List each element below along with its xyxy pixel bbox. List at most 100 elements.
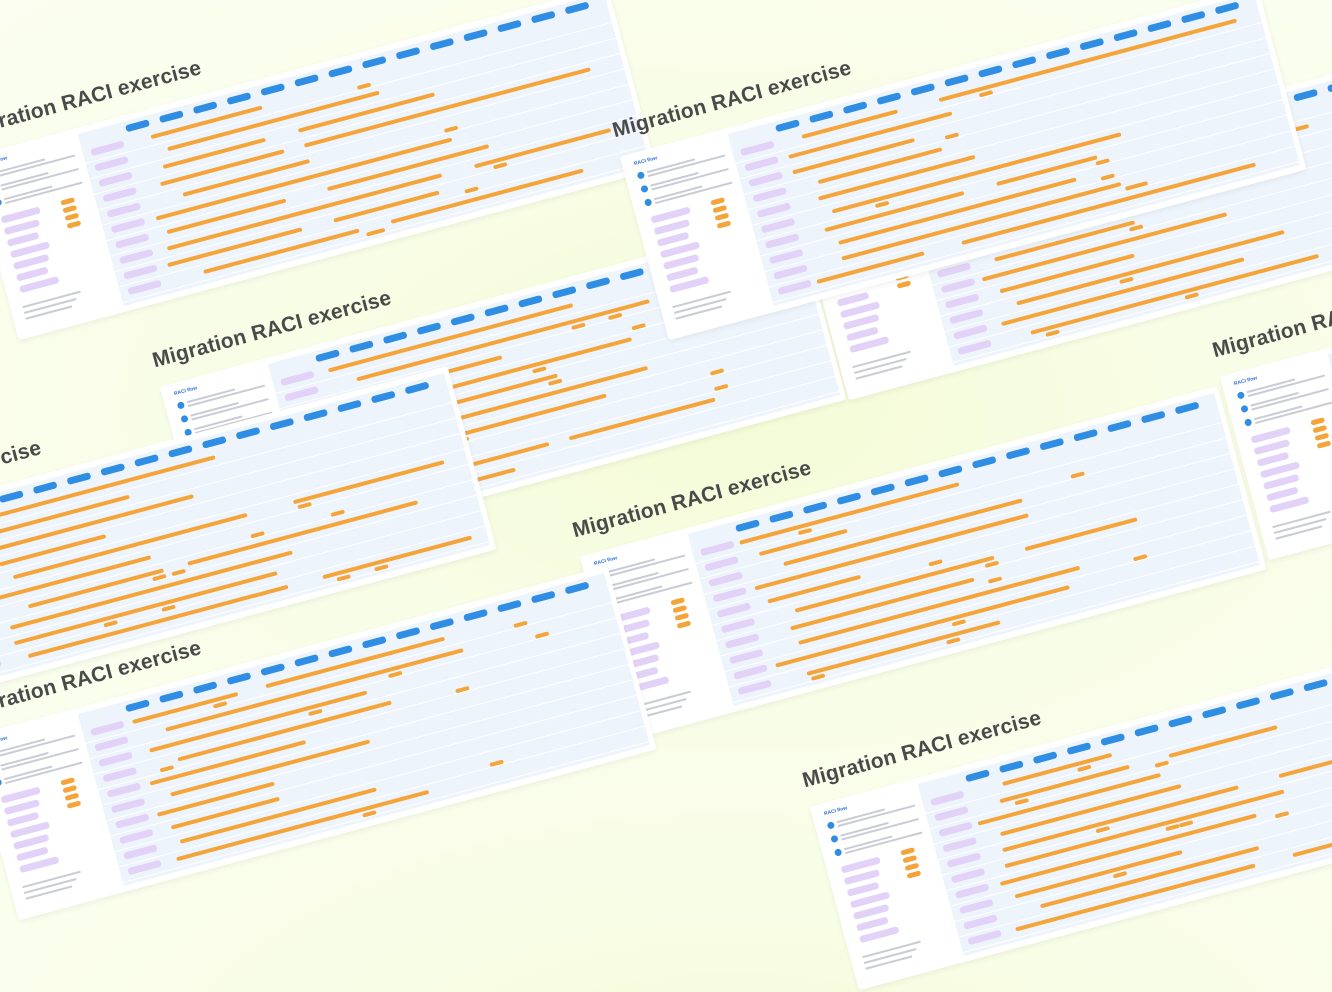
assignment-bar[interactable] (1292, 807, 1332, 858)
assignment-bar[interactable] (568, 397, 716, 441)
column-header[interactable] (1045, 46, 1071, 60)
column-header[interactable] (269, 417, 295, 431)
raci-key-chip[interactable] (62, 784, 78, 794)
raci-key-chip[interactable] (896, 280, 912, 289)
column-header[interactable] (158, 690, 184, 704)
column-header[interactable] (1235, 696, 1261, 710)
assignment-bar[interactable] (1024, 517, 1138, 552)
column-header[interactable] (260, 663, 286, 676)
column-header[interactable] (1032, 751, 1058, 765)
column-header[interactable] (1303, 678, 1329, 692)
assignment-bar[interactable] (775, 585, 1070, 668)
column-header[interactable] (1293, 88, 1319, 102)
column-header[interactable] (294, 73, 320, 87)
raci-key-chip[interactable] (66, 220, 82, 229)
column-header[interactable] (201, 435, 227, 449)
column-header[interactable] (192, 101, 218, 115)
assignment-bar[interactable] (162, 137, 267, 169)
column-header[interactable] (1214, 1, 1240, 15)
column-header[interactable] (876, 92, 902, 106)
column-header[interactable] (1113, 28, 1139, 42)
raci-key-chip[interactable] (900, 847, 916, 856)
assignment-bar[interactable] (1004, 789, 1285, 869)
column-header[interactable] (1073, 428, 1099, 442)
column-header[interactable] (836, 492, 862, 506)
column-header[interactable] (1100, 733, 1126, 746)
assignment-bar[interactable] (12, 512, 248, 580)
column-header[interactable] (192, 681, 218, 695)
column-header[interactable] (619, 267, 645, 281)
column-header[interactable] (1201, 705, 1227, 719)
column-header[interactable] (260, 83, 286, 96)
column-header[interactable] (226, 92, 252, 106)
column-header[interactable] (1326, 79, 1332, 93)
column-header[interactable] (517, 294, 543, 308)
column-header[interactable] (463, 28, 489, 42)
column-header[interactable] (842, 101, 868, 115)
column-header[interactable] (808, 110, 834, 124)
raci-key-chip[interactable] (62, 204, 78, 214)
column-header[interactable] (404, 381, 430, 395)
raci-key-chip[interactable] (714, 212, 730, 222)
column-header[interactable] (1167, 714, 1193, 728)
assignment-bar[interactable] (0, 534, 107, 567)
raci-key-chip[interactable] (670, 597, 686, 606)
raci-key-chip[interactable] (66, 800, 82, 809)
column-header[interactable] (336, 399, 362, 413)
column-header[interactable] (134, 453, 160, 467)
raci-key-chip[interactable] (64, 792, 80, 802)
assignment-bar[interactable] (474, 127, 612, 169)
column-header[interactable] (327, 64, 353, 78)
column-header[interactable] (484, 303, 510, 317)
column-header[interactable] (735, 519, 761, 533)
column-header[interactable] (551, 285, 577, 299)
raci-key-chip[interactable] (904, 862, 920, 872)
assignment-bar[interactable] (132, 691, 239, 725)
column-header[interactable] (1079, 37, 1105, 51)
column-header[interactable] (303, 408, 329, 422)
column-header[interactable] (167, 444, 193, 458)
raci-key-chip[interactable] (710, 197, 726, 206)
raci-key-chip[interactable] (672, 604, 688, 614)
column-header[interactable] (1106, 419, 1132, 433)
column-header[interactable] (100, 463, 126, 476)
column-header[interactable] (971, 455, 997, 469)
column-header[interactable] (66, 472, 92, 486)
raci-key-chip[interactable] (1310, 417, 1326, 426)
raci-key-chip[interactable] (676, 620, 692, 629)
assignment-bar[interactable] (292, 460, 445, 505)
assignment-bar[interactable] (1002, 785, 1239, 853)
column-header[interactable] (998, 760, 1024, 774)
column-header[interactable] (937, 464, 963, 478)
raci-key-chip[interactable] (902, 854, 918, 864)
assignment-bar[interactable] (333, 190, 440, 223)
column-header[interactable] (235, 426, 261, 440)
column-header[interactable] (1039, 437, 1065, 451)
column-header[interactable] (977, 64, 1003, 78)
column-header[interactable] (585, 276, 611, 290)
raci-key-chip[interactable] (712, 204, 728, 214)
column-header[interactable] (361, 55, 387, 69)
column-header[interactable] (226, 672, 252, 686)
column-header[interactable] (530, 590, 556, 604)
column-header[interactable] (496, 599, 522, 613)
column-header[interactable] (125, 699, 151, 713)
column-header[interactable] (395, 626, 421, 640)
assignment-bar[interactable] (303, 67, 591, 148)
assignment-bar[interactable] (170, 796, 280, 830)
column-header[interactable] (564, 1, 590, 15)
column-header[interactable] (768, 510, 794, 524)
column-header[interactable] (361, 635, 387, 649)
column-header[interactable] (1066, 742, 1092, 756)
assignment-bar[interactable] (156, 781, 275, 817)
column-header[interactable] (870, 483, 896, 496)
column-header[interactable] (1011, 55, 1037, 69)
column-header[interactable] (944, 73, 970, 87)
column-header[interactable] (1180, 10, 1206, 24)
column-header[interactable] (564, 581, 590, 595)
column-header[interactable] (1174, 401, 1200, 415)
column-header[interactable] (530, 10, 556, 24)
column-header[interactable] (429, 617, 455, 631)
column-header[interactable] (463, 608, 489, 622)
assignment-bar[interactable] (1002, 752, 1113, 786)
